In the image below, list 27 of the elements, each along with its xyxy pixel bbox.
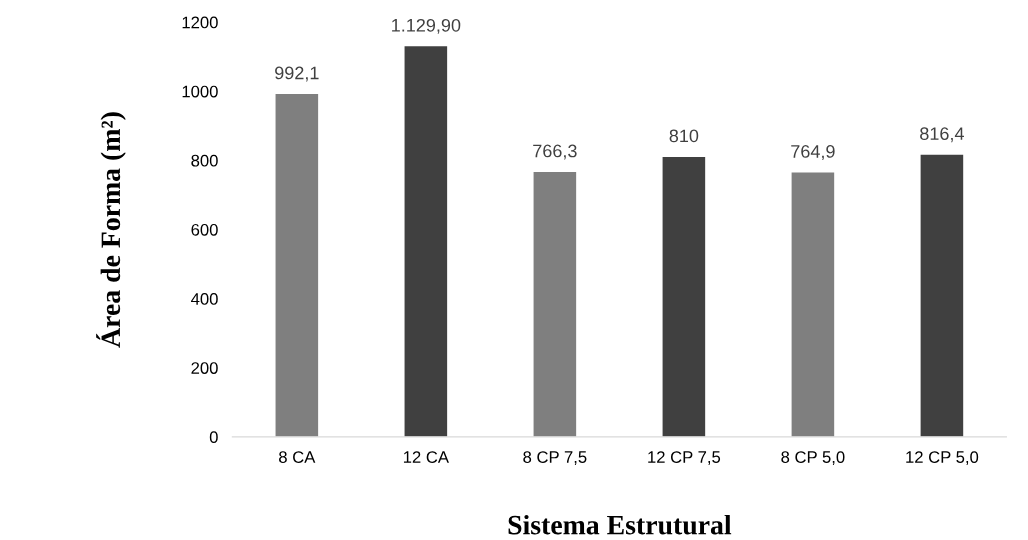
x-tick-label: 12 CA — [403, 451, 449, 463]
y-tick-label: 600 — [191, 223, 218, 236]
bar — [920, 154, 964, 437]
y-tick-label: 800 — [191, 154, 218, 167]
data-label: 992,1 — [275, 66, 319, 82]
bar — [662, 156, 706, 437]
y-tick-label: 0 — [209, 431, 218, 444]
y-tick-label: 200 — [191, 362, 218, 374]
data-label: 764,9 — [791, 145, 835, 160]
data-label: 816,4 — [920, 127, 964, 143]
y-axis-title: Área de Forma (m²) — [96, 112, 126, 348]
data-label: 1.129,90 — [392, 18, 461, 34]
y-tick-label: 1000 — [182, 85, 218, 98]
y-tick-label: 400 — [191, 293, 218, 305]
bar — [533, 172, 577, 437]
x-tick-label: 12 CP 5,0 — [906, 451, 979, 465]
bar — [791, 172, 835, 437]
x-axis-title: Sistema Estrutural — [508, 514, 732, 535]
data-label: 766,3 — [533, 144, 577, 160]
x-tick-label: 8 CP 5,0 — [781, 451, 845, 465]
bar — [404, 46, 448, 437]
x-tick-label: 8 CA — [279, 451, 316, 463]
x-tick-label: 8 CP 7,5 — [523, 451, 587, 465]
x-tick-label: 12 CP 7,5 — [648, 451, 721, 465]
bar — [275, 93, 319, 437]
y-tick-label: 1200 — [182, 16, 218, 29]
data-label: 810 — [669, 129, 699, 143]
